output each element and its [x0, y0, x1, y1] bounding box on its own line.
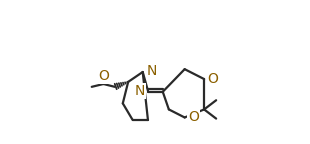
Text: N: N [147, 64, 157, 78]
Text: N: N [134, 84, 145, 98]
Text: O: O [207, 72, 218, 86]
Text: O: O [188, 110, 199, 124]
Text: O: O [98, 69, 109, 83]
